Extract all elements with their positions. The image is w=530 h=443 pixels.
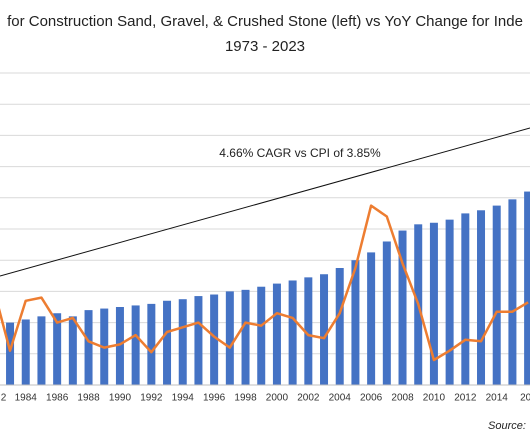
- bar: [241, 289, 250, 385]
- bar: [367, 252, 376, 385]
- bar: [84, 310, 93, 385]
- chart-subtitle: 1973 - 2023: [225, 38, 305, 55]
- plot: [0, 191, 530, 385]
- source: Source:: [488, 420, 526, 432]
- x-tick-label: 1984: [15, 393, 38, 404]
- bar: [398, 230, 407, 385]
- x-tick-label: 2010: [423, 393, 446, 404]
- line: [0, 204, 529, 362]
- x-tick-label: 2008: [391, 393, 414, 404]
- x-tick-label: 2004: [329, 393, 352, 404]
- bar: [524, 191, 530, 385]
- bar: [178, 299, 187, 385]
- bar: [68, 316, 77, 385]
- bar: [320, 274, 329, 385]
- bar: [53, 313, 62, 385]
- bar: [304, 277, 313, 385]
- bar: [429, 222, 438, 385]
- bar: [194, 296, 203, 385]
- bar: [288, 280, 297, 385]
- x-tick-label: 1992: [140, 393, 163, 404]
- bar: [257, 286, 266, 385]
- bar: [131, 305, 140, 385]
- bar: [115, 307, 124, 385]
- bar: [6, 322, 15, 385]
- bar: [445, 219, 454, 385]
- trend-line: [0, 127, 530, 277]
- x-tick-label: 201: [520, 393, 530, 404]
- x-tick-label: 1998: [234, 393, 257, 404]
- bar: [335, 268, 344, 385]
- bar: [21, 319, 30, 385]
- x-tick-label: 2006: [360, 393, 383, 404]
- bar: [210, 294, 219, 385]
- bar: [37, 316, 46, 385]
- bar: [147, 303, 156, 385]
- x-tick-label: 2002: [297, 393, 320, 404]
- bar: [225, 291, 234, 385]
- chart-title: for Construction Sand, Gravel, & Crushed…: [7, 13, 523, 30]
- bar: [477, 210, 486, 385]
- x-tick-label: 2012: [454, 393, 477, 404]
- x-tick-label: 1990: [109, 393, 132, 404]
- bar: [508, 199, 517, 385]
- x-tick-label: 2000: [266, 393, 289, 404]
- x-tick-label: 1994: [172, 393, 195, 404]
- x-tick-label: 1996: [203, 393, 226, 404]
- bar: [461, 213, 470, 385]
- x-tick-label: 2: [1, 393, 7, 404]
- annotation: 4.66% CAGR vs CPI of 3.85%: [219, 146, 381, 160]
- bar: [351, 260, 360, 385]
- x-tick-label: 2014: [486, 393, 509, 404]
- bar: [272, 283, 281, 385]
- x-tick-label: 1986: [46, 393, 69, 404]
- bar: [492, 205, 501, 385]
- bar: [382, 241, 391, 385]
- x-tick-label: 1988: [77, 393, 100, 404]
- bar: [163, 300, 172, 385]
